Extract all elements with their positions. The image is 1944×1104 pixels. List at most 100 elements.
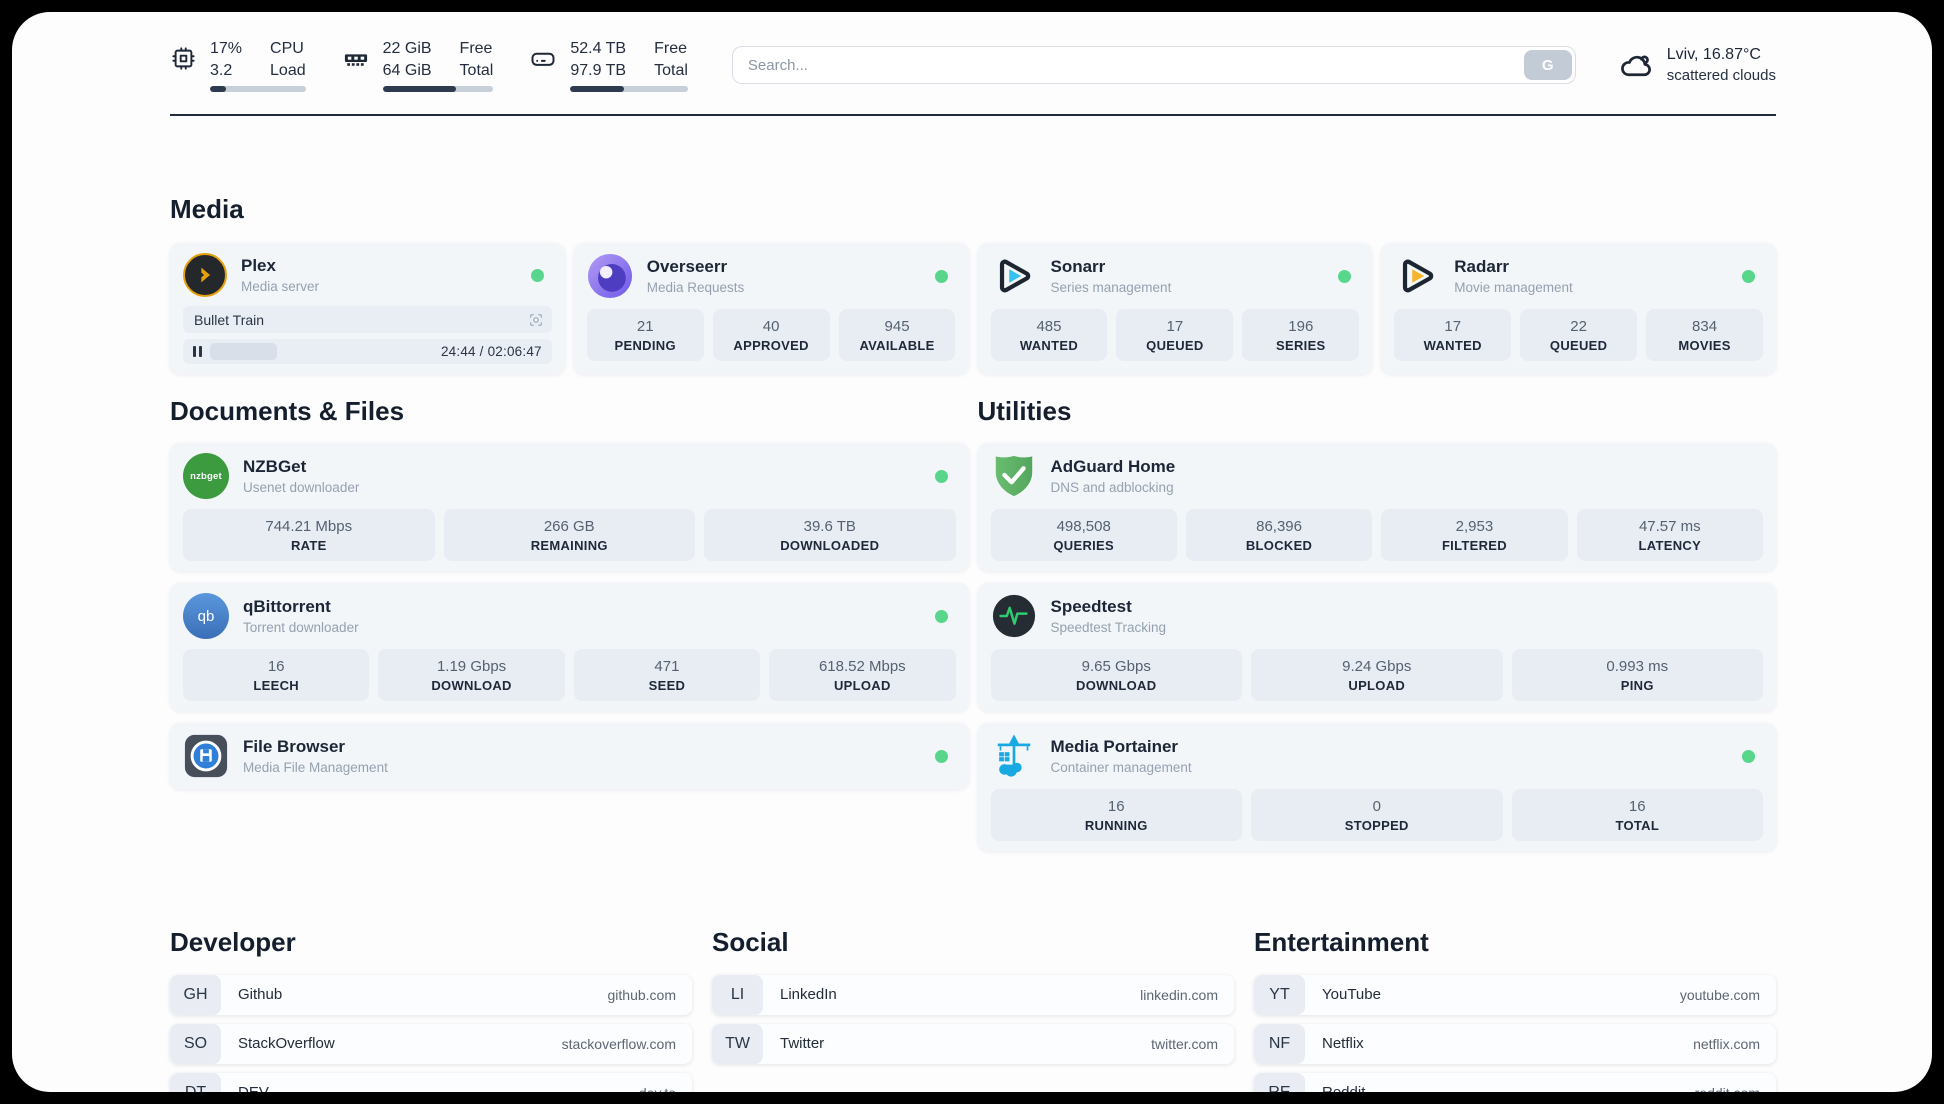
cpu-widget: 17% 3.2 CPU Load bbox=[170, 38, 306, 92]
bookmark-url: github.com bbox=[607, 986, 676, 1003]
app-subtitle: Container management bbox=[1050, 760, 1192, 776]
stats-row: 16 RUNNING 0 STOPPED 16 TOTAL bbox=[990, 789, 1763, 842]
search-input[interactable] bbox=[731, 46, 1576, 84]
stats-row: 9.65 Gbps DOWNLOAD 9.24 Gbps UPLOAD 0.99… bbox=[990, 649, 1763, 702]
playback-progress-bar[interactable]: 24:44 / 02:06:47 bbox=[183, 339, 552, 365]
stat-label: WANTED bbox=[1423, 337, 1482, 353]
bookmark-row[interactable]: TW Twitter twitter.com bbox=[712, 1023, 1234, 1064]
bookmark-name: DEV bbox=[238, 1084, 269, 1092]
bookmark-row[interactable]: NF Netflix netflix.com bbox=[1254, 1023, 1776, 1064]
utilities-column: Utilities AdGuard Home bbox=[977, 396, 1776, 852]
section-title-utilities: Utilities bbox=[977, 396, 1072, 427]
stat-box: 2,953 FILTERED bbox=[1381, 509, 1568, 562]
app-title: Overseerr bbox=[646, 257, 728, 277]
bookmark-row[interactable]: SO StackOverflow stackoverflow.com bbox=[170, 1023, 692, 1064]
app-card-nzbget[interactable]: nzbget NZBGet Usenet downloader 744.21 M… bbox=[170, 443, 969, 572]
app-subtitle: Series management bbox=[1050, 280, 1172, 296]
now-playing-title: Bullet Train bbox=[194, 311, 265, 328]
stat-value: 744.21 Mbps bbox=[265, 517, 353, 535]
stats-row: 498,508 QUERIES 86,396 BLOCKED 2,953 FIL… bbox=[990, 509, 1763, 562]
bookmark-row[interactable]: YT YouTube youtube.com bbox=[1254, 974, 1776, 1015]
status-dot-online bbox=[934, 749, 948, 763]
bookmark-badge: SO bbox=[170, 1023, 221, 1064]
bookmark-list: LI LinkedIn linkedin.com TW Twitter twit… bbox=[712, 974, 1234, 1064]
bookmark-url: dev.to bbox=[639, 1085, 676, 1092]
stat-label: DOWNLOAD bbox=[1076, 677, 1157, 693]
bookmark-badge: RE bbox=[1254, 1072, 1305, 1092]
system-widgets: 17% 3.2 CPU Load bbox=[170, 38, 688, 92]
bookmark-badge: NF bbox=[1254, 1023, 1305, 1064]
app-title: Speedtest bbox=[1050, 597, 1132, 617]
stat-value: 9.24 Gbps bbox=[1342, 657, 1412, 675]
radarr-icon bbox=[1394, 253, 1440, 299]
status-dot-online bbox=[934, 469, 948, 483]
stat-box: 9.24 Gbps UPLOAD bbox=[1251, 649, 1503, 702]
stat-value: 86,396 bbox=[1256, 517, 1302, 535]
dashboard-panel: 17% 3.2 CPU Load bbox=[12, 12, 1932, 1092]
app-card-plex[interactable]: Plex Media server Bullet Train 24:44 / 0… bbox=[170, 243, 565, 375]
app-card-sonarr[interactable]: Sonarr Series management 485 WANTED 17 Q… bbox=[977, 243, 1373, 375]
section-title-developer: Developer bbox=[170, 927, 296, 958]
stat-box: 21 PENDING bbox=[586, 309, 704, 362]
pause-icon[interactable] bbox=[191, 346, 204, 358]
google-search-button[interactable]: G bbox=[1523, 50, 1572, 80]
app-title: Sonarr bbox=[1050, 257, 1106, 277]
disk-free-value: 52.4 TB bbox=[570, 40, 627, 58]
app-title: AdGuard Home bbox=[1050, 457, 1176, 477]
bookmark-row[interactable]: RE Reddit reddit.com bbox=[1254, 1072, 1776, 1092]
stat-label: SERIES bbox=[1276, 337, 1326, 353]
app-card-filebrowser[interactable]: File Browser Media File Management bbox=[170, 723, 969, 790]
bookmark-row[interactable]: LI LinkedIn linkedin.com bbox=[712, 974, 1234, 1015]
stat-label: LEECH bbox=[253, 677, 299, 693]
stat-label: APPROVED bbox=[733, 337, 809, 353]
stat-box: 17 QUEUED bbox=[1116, 309, 1234, 362]
middle-columns: Documents & Files nzbget NZBGet Usenet d… bbox=[170, 396, 1776, 852]
stat-label: FILTERED bbox=[1441, 537, 1507, 553]
sonarr-icon bbox=[991, 253, 1037, 299]
app-card-overseerr[interactable]: Overseerr Media Requests 21 PENDING 40 A… bbox=[573, 243, 969, 375]
app-subtitle: Media File Management bbox=[243, 760, 388, 776]
plex-icon bbox=[183, 253, 227, 298]
stat-value: 2,953 bbox=[1455, 517, 1494, 535]
bookmark-name: Reddit bbox=[1322, 1084, 1365, 1092]
bookmark-row[interactable]: DT DEV dev.to bbox=[170, 1072, 692, 1092]
stat-box: 39.6 TB DOWNLOADED bbox=[704, 509, 956, 562]
stat-value: 0 bbox=[1372, 797, 1381, 815]
app-card-adguard[interactable]: AdGuard Home DNS and adblocking 498,508 … bbox=[977, 443, 1776, 572]
stats-row: 744.21 Mbps RATE 266 GB REMAINING 39.6 T… bbox=[183, 509, 956, 562]
disk-total-label: Total bbox=[654, 61, 688, 79]
stat-value: 471 bbox=[654, 657, 680, 675]
playback-time: 24:44 / 02:06:47 bbox=[440, 344, 542, 360]
capture-icon[interactable] bbox=[528, 312, 544, 328]
stat-box: 16 RUNNING bbox=[990, 789, 1242, 842]
app-card-portainer[interactable]: Media Portainer Container management 16 … bbox=[977, 723, 1776, 852]
stat-box: 40 APPROVED bbox=[712, 309, 830, 362]
search-box: G bbox=[731, 46, 1576, 84]
stat-label: PENDING bbox=[614, 337, 676, 353]
stat-label: BLOCKED bbox=[1245, 537, 1313, 553]
app-card-speedtest[interactable]: Speedtest Speedtest Tracking 9.65 Gbps D… bbox=[977, 583, 1776, 712]
stat-box: 9.65 Gbps DOWNLOAD bbox=[990, 649, 1242, 702]
status-dot-online bbox=[530, 268, 544, 282]
app-title: Radarr bbox=[1454, 257, 1510, 277]
stat-box: 471 SEED bbox=[573, 649, 761, 702]
stat-label: DOWNLOADED bbox=[780, 537, 880, 553]
stat-value: 22 bbox=[1570, 317, 1587, 335]
disk-total-value: 97.9 TB bbox=[570, 61, 627, 79]
stat-box: 485 WANTED bbox=[990, 309, 1108, 362]
stats-row: 485 WANTED 17 QUEUED 196 SERIES bbox=[990, 309, 1360, 362]
bookmark-name: StackOverflow bbox=[238, 1035, 335, 1053]
qbittorrent-icon: qb bbox=[183, 593, 229, 640]
app-card-qbittorrent[interactable]: qb qBittorrent Torrent downloader 16 LEE… bbox=[170, 583, 969, 712]
stat-value: 9.65 Gbps bbox=[1081, 657, 1151, 675]
stat-label: WANTED bbox=[1019, 337, 1079, 353]
bookmark-row[interactable]: GH Github github.com bbox=[170, 974, 692, 1015]
bookmark-badge: LI bbox=[712, 974, 763, 1015]
stat-box: 22 QUEUED bbox=[1520, 309, 1638, 362]
stats-row: 21 PENDING 40 APPROVED 945 AVAILABLE bbox=[586, 309, 956, 362]
stat-value: 16 bbox=[267, 657, 285, 675]
app-subtitle: Movie management bbox=[1454, 280, 1573, 296]
status-dot-online bbox=[934, 609, 948, 623]
app-card-radarr[interactable]: Radarr Movie management 17 WANTED 22 QUE… bbox=[1381, 243, 1776, 375]
adguard-icon bbox=[991, 453, 1037, 499]
